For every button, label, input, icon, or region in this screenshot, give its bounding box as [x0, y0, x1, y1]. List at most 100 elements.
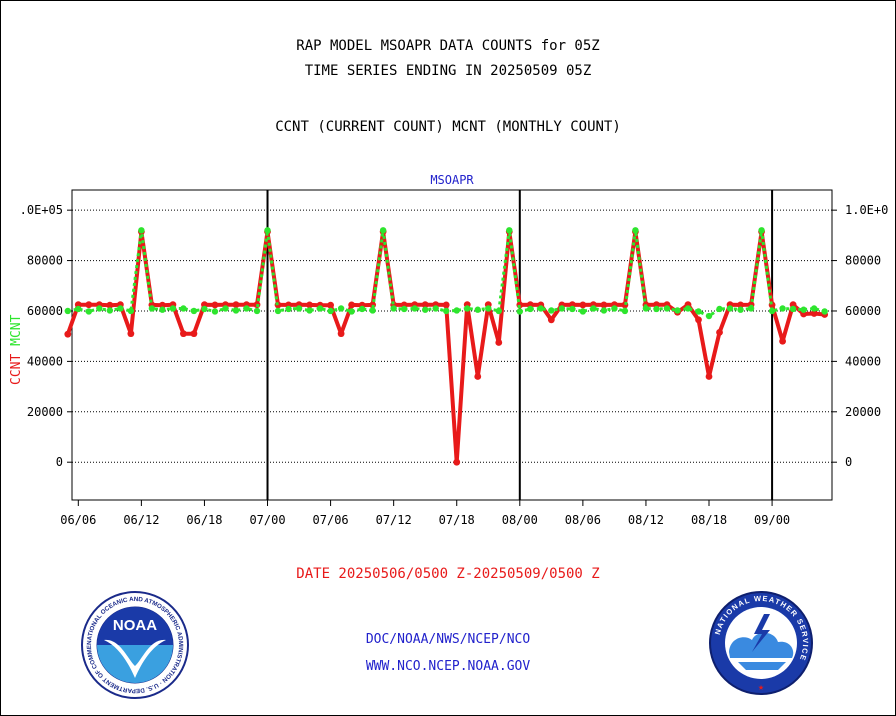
- y-tick-label-left: 80000: [27, 254, 63, 268]
- data-point-ccnt: [695, 316, 702, 324]
- y-tick-label-right: 0: [845, 455, 852, 469]
- data-point-mcnt: [274, 307, 282, 315]
- data-point-mcnt: [148, 305, 156, 312]
- y-tick-label-right: 80000: [845, 254, 881, 268]
- data-point-ccnt: [442, 301, 450, 309]
- data-point-mcnt: [747, 305, 755, 312]
- data-point-mcnt: [264, 227, 271, 234]
- x-tick-label: 06/18: [186, 513, 222, 527]
- data-point-mcnt: [548, 307, 555, 314]
- data-point-mcnt: [64, 307, 71, 315]
- data-point-mcnt: [369, 307, 376, 314]
- nws-logo: ★ NATIONAL WEATHER SERVICE: [709, 591, 813, 695]
- date-range-label: DATE 20250506/0500 Z-20250509/0500 Z: [296, 566, 600, 582]
- data-point-mcnt: [306, 307, 313, 314]
- x-tick-label: 07/06: [313, 513, 349, 527]
- x-tick-label: 09/00: [754, 513, 790, 527]
- data-point-mcnt: [232, 307, 240, 314]
- data-point-mcnt: [789, 305, 797, 313]
- data-point-mcnt: [674, 307, 681, 314]
- data-point-mcnt: [758, 227, 765, 234]
- x-tick-label: 07/12: [376, 513, 412, 527]
- data-point-ccnt: [716, 328, 723, 336]
- data-point-ccnt: [810, 310, 818, 317]
- time-series-chart: 0 0 20000 20000 40000 40000 60000 60000 80000 800…: [9, 173, 888, 527]
- series-line-ccnt: [65, 229, 825, 465]
- data-point-mcnt: [96, 305, 103, 312]
- data-point-mcnt: [390, 305, 397, 312]
- data-point-mcnt: [464, 305, 471, 312]
- data-point-mcnt: [211, 308, 219, 315]
- data-point-mcnt: [421, 306, 429, 313]
- chart-series-description: CCNT (CURRENT COUNT) MCNT (MONTHLY COUNT…: [275, 119, 621, 135]
- chart-subtitle: TIME SERIES ENDING IN 20250509 05Z: [304, 63, 592, 79]
- data-point-mcnt: [432, 305, 439, 312]
- data-point-mcnt: [295, 305, 303, 312]
- y-tick-label-left: 40000: [27, 354, 63, 368]
- data-point-mcnt: [243, 305, 250, 312]
- data-point-mcnt: [117, 305, 124, 312]
- y-tick-label-right: 40000: [845, 354, 881, 368]
- y-axis-label: CCNT MCNT: [9, 314, 24, 385]
- data-point-mcnt: [159, 306, 166, 313]
- data-point-mcnt: [411, 305, 418, 312]
- data-point-ccnt: [737, 301, 744, 309]
- data-point-mcnt: [180, 305, 187, 312]
- y-axis-label-mcnt: MCNT: [9, 314, 24, 345]
- svg-text:★: ★: [758, 682, 764, 693]
- data-point-ccnt: [306, 301, 313, 309]
- data-point-mcnt: [590, 305, 597, 312]
- data-point-mcnt: [579, 308, 587, 315]
- data-point-mcnt: [569, 305, 576, 313]
- website-label: WWW.NCO.NCEP.NOAA.GOV: [365, 659, 531, 674]
- data-point-ccnt: [579, 301, 587, 309]
- data-point-mcnt: [663, 305, 671, 312]
- x-tick-label: 08/00: [502, 513, 538, 527]
- y-tick-label-right: 60000: [845, 304, 881, 318]
- data-point-mcnt: [726, 305, 734, 312]
- x-tick-label: 07/18: [439, 513, 475, 527]
- data-point-ccnt: [190, 330, 198, 338]
- x-tick-label: 08/06: [565, 513, 601, 527]
- data-point-mcnt: [768, 307, 776, 315]
- data-point-ccnt: [453, 458, 461, 466]
- data-point-ccnt: [232, 301, 240, 309]
- data-point-mcnt: [810, 305, 818, 312]
- data-point-mcnt: [169, 305, 177, 312]
- x-tick-label: 08/12: [628, 513, 664, 527]
- data-point-mcnt: [600, 307, 608, 314]
- data-point-ccnt: [348, 301, 356, 309]
- data-point-ccnt: [85, 301, 93, 309]
- data-point-mcnt: [348, 308, 355, 315]
- y-tick-label-left: 20000: [27, 405, 63, 419]
- x-tick-label: 06/06: [60, 513, 96, 527]
- data-point-mcnt: [85, 308, 93, 315]
- y-tick-label-left: .0E+05: [20, 203, 63, 217]
- data-point-mcnt: [75, 305, 82, 313]
- data-point-mcnt: [800, 306, 807, 313]
- data-point-mcnt: [632, 227, 639, 234]
- x-tick-label: 06/12: [123, 513, 159, 527]
- data-point-mcnt: [222, 305, 229, 312]
- x-tick-label: 07/00: [249, 513, 285, 527]
- data-point-mcnt: [106, 307, 114, 314]
- data-point-mcnt: [558, 305, 566, 312]
- data-point-mcnt: [621, 307, 629, 315]
- data-point-mcnt: [695, 308, 702, 315]
- data-point-mcnt: [485, 305, 492, 312]
- data-point-mcnt: [316, 305, 324, 312]
- data-point-mcnt: [516, 308, 524, 315]
- data-point-mcnt: [705, 312, 713, 320]
- data-point-mcnt: [653, 305, 660, 313]
- data-point-mcnt: [127, 307, 135, 315]
- data-point-mcnt: [201, 305, 208, 313]
- y-axis-label-ccnt: CCNT: [9, 346, 24, 385]
- data-point-mcnt: [537, 305, 545, 312]
- data-point-ccnt: [779, 337, 786, 345]
- data-point-ccnt: [64, 330, 72, 338]
- data-point-mcnt: [253, 307, 261, 315]
- org-label: DOC/NOAA/NWS/NCEP/NCO: [365, 632, 531, 647]
- data-point-mcnt: [684, 305, 692, 312]
- y-tick-label-right: 20000: [845, 405, 881, 419]
- data-point-ccnt: [180, 330, 187, 338]
